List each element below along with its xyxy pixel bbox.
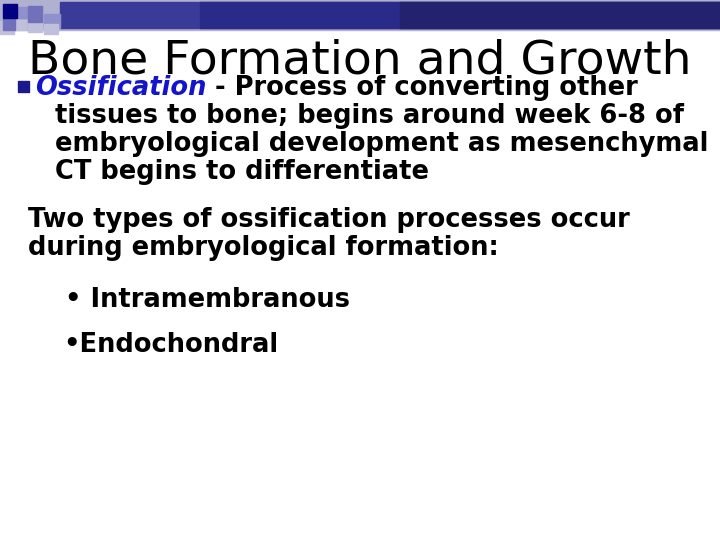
- Text: tissues to bone; begins around week 6-8 of: tissues to bone; begins around week 6-8 …: [55, 103, 684, 129]
- Bar: [44, 14, 60, 28]
- Bar: [0, 21, 14, 34]
- Bar: [16, 7, 27, 18]
- Bar: [0, 0, 720, 30]
- Bar: [3, 4, 17, 18]
- Bar: [60, 2, 720, 28]
- Bar: [400, 2, 720, 28]
- Text: Ossification: Ossification: [35, 75, 207, 101]
- Text: during embryological formation:: during embryological formation:: [28, 235, 499, 261]
- Text: CT begins to differentiate: CT begins to differentiate: [55, 159, 429, 185]
- Text: Bone Formation and Growth: Bone Formation and Growth: [28, 38, 691, 83]
- Bar: [28, 23, 42, 32]
- Bar: [3, 19, 15, 30]
- Bar: [44, 24, 58, 34]
- Text: • Intramembranous: • Intramembranous: [65, 287, 350, 313]
- Text: - Process of converting other: - Process of converting other: [207, 75, 638, 101]
- Bar: [18, 81, 29, 92]
- Text: •Endochondral: •Endochondral: [63, 332, 278, 358]
- Bar: [200, 2, 720, 28]
- Text: embryological development as mesenchymal: embryological development as mesenchymal: [55, 131, 708, 157]
- Text: Two types of ossification processes occur: Two types of ossification processes occu…: [28, 207, 630, 233]
- Bar: [14, 20, 26, 30]
- Bar: [28, 6, 42, 22]
